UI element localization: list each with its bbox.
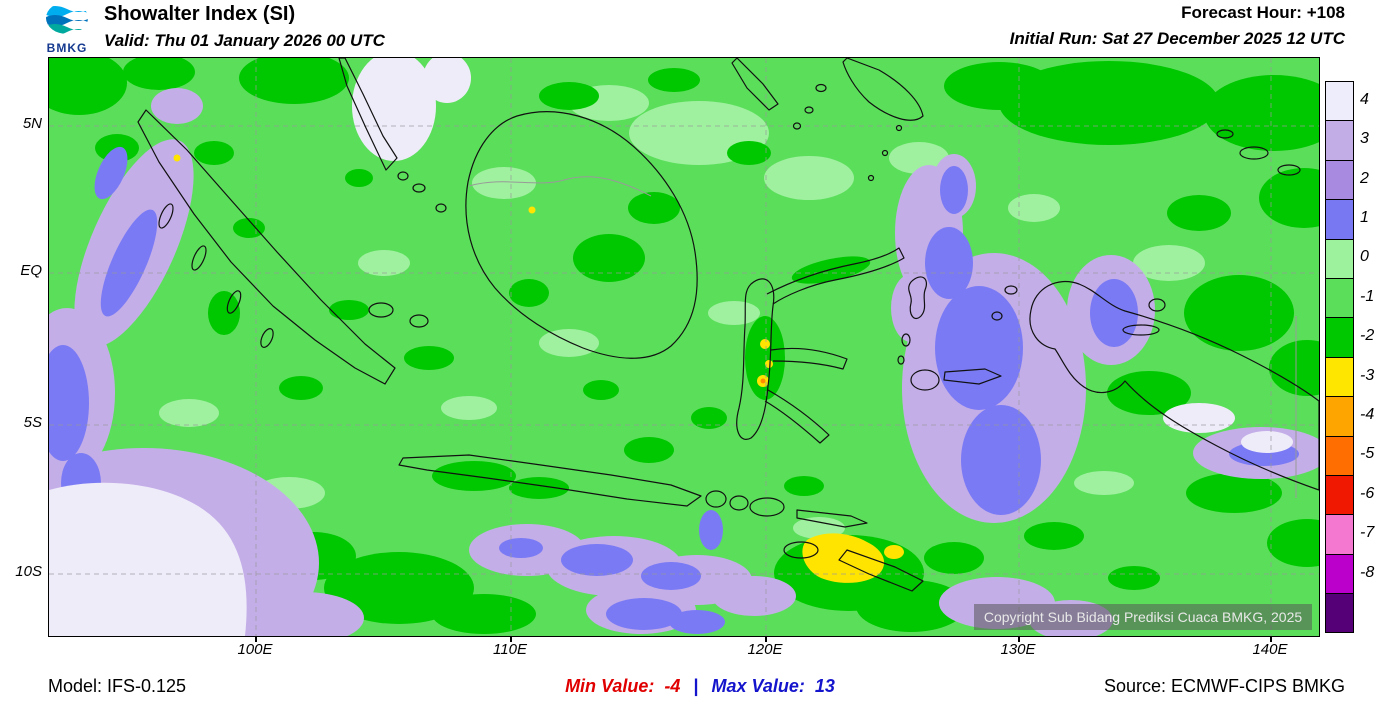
minmax-separator: | <box>693 676 699 696</box>
page-title: Showalter Index (SI) <box>104 3 296 25</box>
lat-label-5N: 5N <box>22 115 42 132</box>
legend-swatch <box>1326 200 1353 240</box>
legend-swatch <box>1326 82 1353 122</box>
bmkg-logo-icon <box>46 2 88 34</box>
copyright-text: Copyright Sub Bidang Prediksi Cuaca BMKG… <box>984 609 1302 625</box>
coastlines <box>137 58 1319 592</box>
admin-borders <box>468 176 1297 498</box>
legend-swatch <box>1326 554 1353 595</box>
legend-label-4: 4 <box>1360 90 1369 108</box>
legend <box>1325 81 1354 634</box>
legend-label-2: 2 <box>1360 169 1369 187</box>
graticule <box>49 58 1319 636</box>
forecast-hour: Forecast Hour: +108 <box>1181 3 1345 22</box>
legend-swatch <box>1326 515 1353 555</box>
bmkg-logo-text: BMKG <box>46 41 88 55</box>
lat-label-10S: 10S <box>15 563 42 580</box>
lon-label-130E: 130E <box>1000 641 1036 658</box>
legend-swatch <box>1326 357 1353 398</box>
legend-label--8: -8 <box>1360 563 1375 581</box>
legend-swatch <box>1326 436 1353 476</box>
legend-label--7: -7 <box>1360 524 1375 542</box>
max-value-label: Max Value: 13 <box>711 676 835 696</box>
min-value-label: Min Value: -4 <box>565 676 681 696</box>
legend-label--6: -6 <box>1360 484 1375 502</box>
map-frame: Copyright Sub Bidang Prediksi Cuaca BMKG… <box>48 57 1320 637</box>
valid-time: Valid: Thu 01 January 2026 00 UTC <box>104 31 385 50</box>
legend-swatch <box>1326 278 1353 319</box>
legend-swatch <box>1326 121 1353 161</box>
lon-label-100E: 100E <box>237 641 273 658</box>
legend-label-1: 1 <box>1360 208 1369 226</box>
legend-label--3: -3 <box>1360 366 1375 384</box>
legend-swatch <box>1326 160 1353 201</box>
copyright-overlay: Copyright Sub Bidang Prediksi Cuaca BMKG… <box>974 604 1312 630</box>
lon-label-120E: 120E <box>747 641 783 658</box>
si-pale-regions <box>49 58 1293 636</box>
lat-label-EQ: EQ <box>20 262 42 279</box>
lon-label-110E: 110E <box>493 641 527 658</box>
lon-label-140E: 140E <box>1252 641 1288 658</box>
lat-label-5S: 5S <box>23 414 42 431</box>
bmkg-logo: BMKG <box>38 1 96 55</box>
legend-label--1: -1 <box>1360 287 1375 305</box>
legend-swatch <box>1326 594 1353 633</box>
header-right: Forecast Hour: +108 Initial Run: Sat 27 … <box>1010 3 1345 49</box>
legend-label-3: 3 <box>1360 130 1369 148</box>
source-label: Source: ECMWF-CIPS BMKG <box>1103 676 1345 696</box>
legend-label--2: -2 <box>1360 327 1375 345</box>
legend-label-0: 0 <box>1360 248 1369 266</box>
legend-swatch <box>1326 475 1353 516</box>
legend-swatch <box>1326 239 1353 279</box>
minmax-line: Min Value: -4 | Max Value: 13 <box>0 676 1400 697</box>
lon-tick <box>255 636 257 642</box>
lon-tick <box>510 636 512 642</box>
si-map: Copyright Sub Bidang Prediksi Cuaca BMKG… <box>49 58 1319 636</box>
legend-swatch <box>1326 318 1353 358</box>
si-orange-spot <box>760 378 766 384</box>
model-label: Model: IFS-0.125 <box>48 676 187 696</box>
lon-tick <box>1270 636 1272 642</box>
legend-swatch <box>1326 397 1353 437</box>
lon-tick <box>1018 636 1020 642</box>
initial-run: Initial Run: Sat 27 December 2025 12 UTC <box>1009 29 1345 48</box>
lon-tick <box>765 636 767 642</box>
legend-label--4: -4 <box>1360 405 1375 423</box>
si-blue-violet-regions <box>49 146 1299 634</box>
legend-label--5: -5 <box>1360 445 1375 463</box>
